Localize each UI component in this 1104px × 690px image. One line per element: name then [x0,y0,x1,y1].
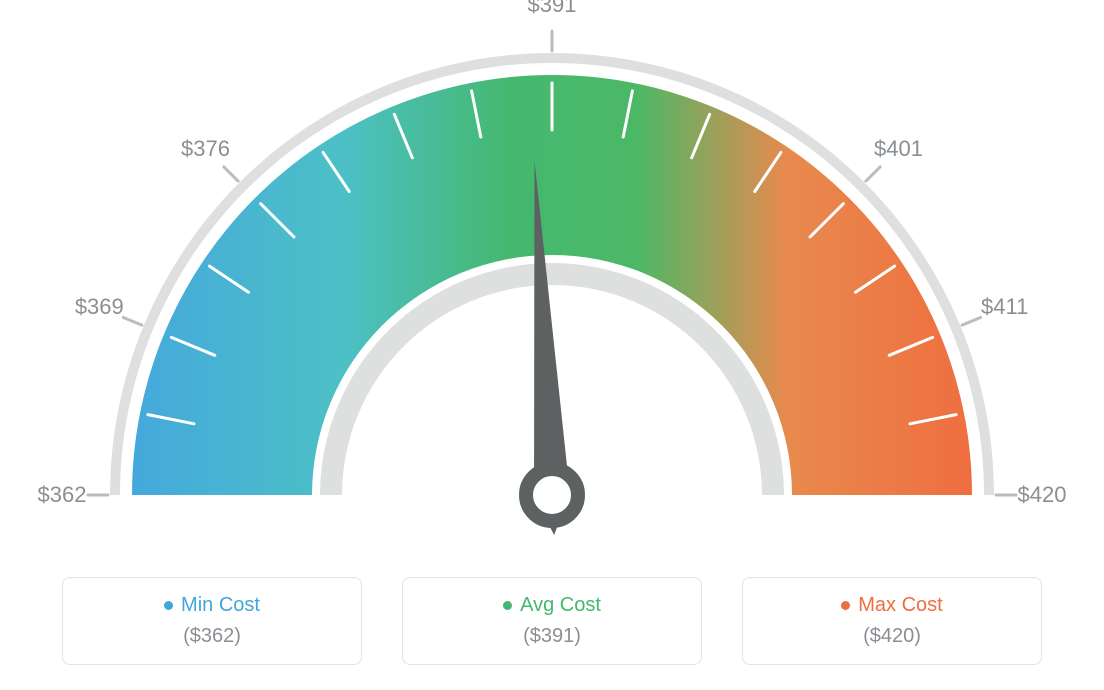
legend-card-max: Max Cost ($420) [742,577,1042,665]
legend-label-avg: Avg Cost [520,594,601,617]
gauge-tick-label: $420 [1018,482,1067,508]
gauge-tick-label: $376 [181,136,230,162]
legend-card-avg: Avg Cost ($391) [402,577,702,665]
gauge-tick-label: $369 [75,294,124,320]
gauge-svg [0,0,1104,560]
legend-dot-avg [503,601,512,610]
legend-card-min: Min Cost ($362) [62,577,362,665]
legend-dot-min [164,601,173,610]
legend-value-min: ($362) [183,625,241,648]
legend-label-min: Min Cost [181,594,260,617]
gauge-tick-label: $401 [874,136,923,162]
gauge-chart: $362 $369 $376 $391 $401 $411 $420 [0,0,1104,560]
legend-dot-max [841,601,850,610]
gauge-tick-label: $362 [38,482,87,508]
legend-value-avg: ($391) [523,625,581,648]
legend-value-max: ($420) [863,625,921,648]
gauge-tick-label: $391 [528,0,577,18]
legend-row: Min Cost ($362) Avg Cost ($391) Max Cost… [0,577,1104,665]
legend-label-max: Max Cost [858,594,942,617]
gauge-tick-label: $411 [981,294,1028,320]
